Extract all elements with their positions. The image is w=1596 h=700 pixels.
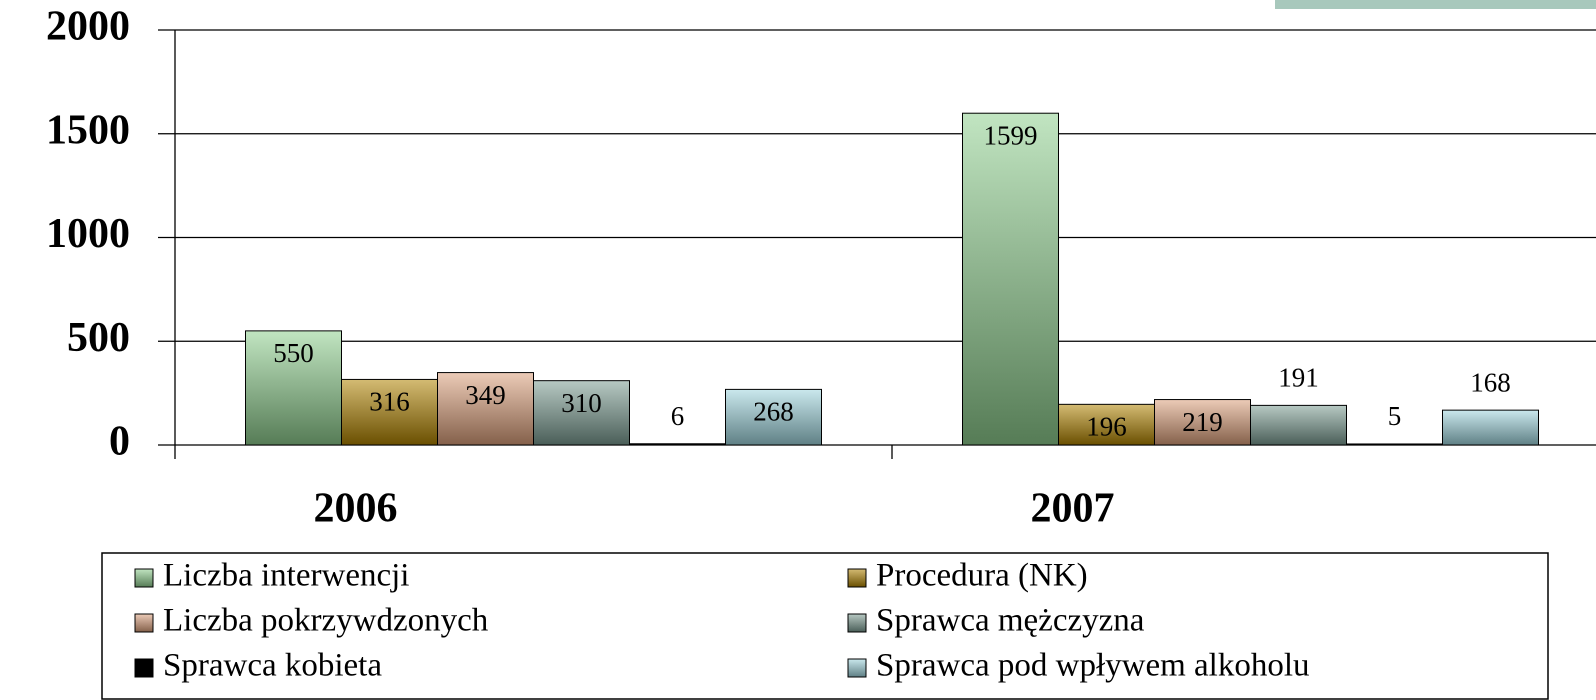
legend-swatch bbox=[847, 568, 867, 588]
value-label: 219 bbox=[1182, 407, 1223, 437]
bar bbox=[629, 443, 726, 446]
legend-swatch bbox=[134, 658, 154, 678]
value-label: 349 bbox=[465, 380, 506, 410]
y-tick-label: 1500 bbox=[46, 107, 130, 153]
value-label: 168 bbox=[1470, 367, 1511, 397]
bar bbox=[1346, 443, 1443, 446]
decor-bar bbox=[1275, 0, 1596, 9]
value-label: 196 bbox=[1086, 412, 1127, 442]
value-label: 310 bbox=[561, 388, 602, 418]
y-tick-label: 2000 bbox=[46, 4, 130, 50]
bar bbox=[437, 372, 534, 446]
value-label: 550 bbox=[273, 338, 314, 368]
bar bbox=[962, 112, 1059, 446]
x-tick-label: 2007 bbox=[1031, 486, 1115, 532]
value-label: 1599 bbox=[984, 120, 1038, 150]
y-tick-label: 500 bbox=[67, 315, 130, 361]
legend-box bbox=[101, 552, 1549, 700]
legend-swatch bbox=[134, 613, 154, 633]
legend-swatch bbox=[847, 613, 867, 633]
y-tick-label: 0 bbox=[109, 419, 130, 465]
value-label: 268 bbox=[753, 397, 794, 427]
legend-swatch bbox=[134, 568, 154, 588]
value-label: 5 bbox=[1388, 401, 1402, 431]
legend-label: Sprawca mężczyzna bbox=[876, 603, 1145, 639]
value-label: 191 bbox=[1278, 363, 1319, 393]
value-label: 6 bbox=[671, 401, 685, 431]
legend-label: Sprawca kobieta bbox=[163, 648, 382, 684]
bar bbox=[245, 330, 342, 446]
value-label: 316 bbox=[369, 387, 410, 417]
bar bbox=[1250, 404, 1347, 446]
y-tick-label: 1000 bbox=[46, 211, 130, 257]
x-tick-label: 2006 bbox=[314, 486, 398, 532]
legend-label: Liczba pokrzywdzonych bbox=[163, 603, 489, 639]
bar bbox=[725, 388, 822, 446]
bar bbox=[533, 380, 630, 446]
legend-label: Sprawca pod wpływem alkoholu bbox=[876, 648, 1310, 684]
bar bbox=[1442, 409, 1539, 446]
bar bbox=[341, 378, 438, 446]
legend-label: Liczba interwencji bbox=[163, 558, 409, 594]
legend-swatch bbox=[847, 658, 867, 678]
legend-label: Procedura (NK) bbox=[876, 558, 1088, 594]
